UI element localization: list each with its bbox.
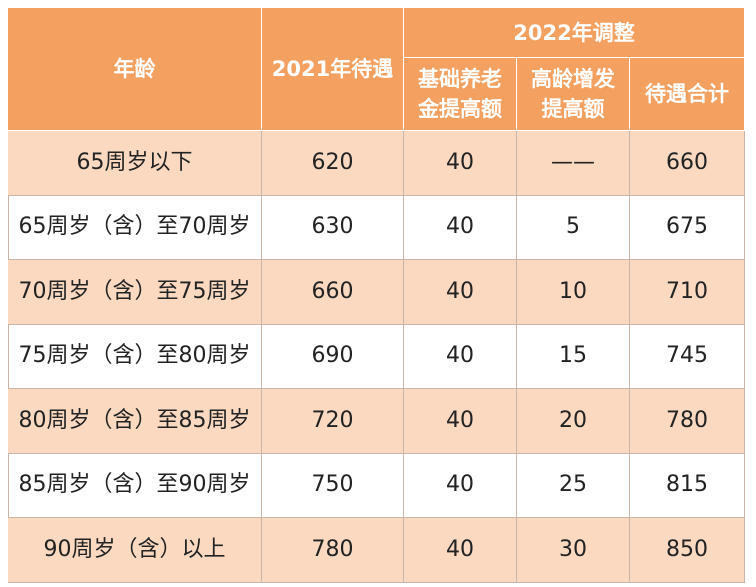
table-cell: 850 <box>630 518 745 583</box>
table-cell: 15 <box>517 324 630 389</box>
table-cell: 750 <box>262 453 404 518</box>
table-cell: 40 <box>404 195 517 260</box>
table-cell: 30 <box>517 518 630 583</box>
table-cell: 660 <box>630 131 745 196</box>
table-cell: 815 <box>630 453 745 518</box>
header-sub: 基础养老金提高额 <box>404 58 517 131</box>
header-2022: 2022年调整 <box>404 8 745 58</box>
table-cell: 780 <box>262 518 404 583</box>
table-cell: 710 <box>630 260 745 325</box>
table-cell: 65周岁以下 <box>8 131 262 196</box>
header-sub: 待遇合计 <box>630 58 745 131</box>
table-cell: 630 <box>262 195 404 260</box>
table-cell: 10 <box>517 260 630 325</box>
table-cell: 70周岁（含）至75周岁 <box>8 260 262 325</box>
table-cell: 5 <box>517 195 630 260</box>
table-cell: 660 <box>262 260 404 325</box>
table-cell: 40 <box>404 518 517 583</box>
header-2021: 2021年待遇 <box>262 8 404 131</box>
table-cell: 675 <box>630 195 745 260</box>
table-cell: 40 <box>404 453 517 518</box>
table-cell: 745 <box>630 324 745 389</box>
table-cell: 40 <box>404 131 517 196</box>
table-cell: 40 <box>404 389 517 454</box>
table-cell: 690 <box>262 324 404 389</box>
table-cell: —— <box>517 131 630 196</box>
table-cell: 90周岁（含）以上 <box>8 518 262 583</box>
table-cell: 20 <box>517 389 630 454</box>
table-cell: 75周岁（含）至80周岁 <box>8 324 262 389</box>
table-cell: 25 <box>517 453 630 518</box>
table-cell: 720 <box>262 389 404 454</box>
table-cell: 40 <box>404 260 517 325</box>
table-cell: 620 <box>262 131 404 196</box>
table-cell: 80周岁（含）至85周岁 <box>8 389 262 454</box>
table-cell: 65周岁（含）至70周岁 <box>8 195 262 260</box>
table-cell: 40 <box>404 324 517 389</box>
header-sub: 高龄增发提高额 <box>517 58 630 131</box>
table-cell: 85周岁（含）至90周岁 <box>8 453 262 518</box>
table-cell: 780 <box>630 389 745 454</box>
header-age: 年龄 <box>8 8 262 131</box>
